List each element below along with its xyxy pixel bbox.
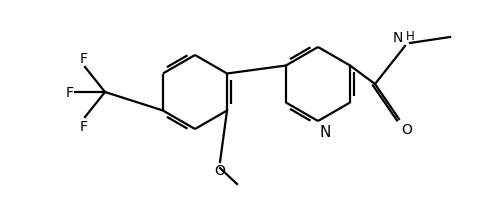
Text: O: O — [214, 163, 225, 177]
Text: F: F — [80, 52, 88, 66]
Text: N: N — [392, 31, 402, 45]
Text: N: N — [319, 124, 331, 139]
Text: O: O — [400, 122, 411, 136]
Text: F: F — [66, 85, 74, 99]
Text: F: F — [80, 119, 88, 133]
Text: H: H — [405, 30, 414, 43]
